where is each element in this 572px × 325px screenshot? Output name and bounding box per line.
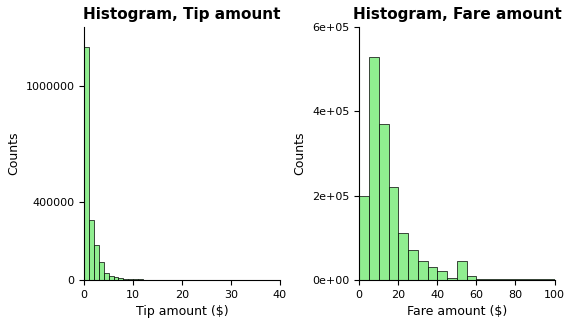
Bar xyxy=(104,273,109,280)
Y-axis label: Counts: Counts xyxy=(293,132,307,175)
Bar xyxy=(113,278,118,280)
Bar xyxy=(408,250,418,280)
Bar xyxy=(476,279,555,280)
Bar xyxy=(118,278,124,280)
Bar xyxy=(388,187,398,280)
Bar xyxy=(369,57,379,280)
Bar xyxy=(84,47,89,280)
Bar xyxy=(359,196,369,280)
Bar xyxy=(428,267,438,280)
Title: Histogram, Fare amount: Histogram, Fare amount xyxy=(352,7,561,22)
Bar xyxy=(418,261,428,280)
Bar xyxy=(128,279,133,280)
Bar xyxy=(99,262,104,280)
Bar xyxy=(398,233,408,280)
Bar xyxy=(467,276,476,280)
Bar xyxy=(124,279,128,280)
Bar xyxy=(89,220,94,280)
Y-axis label: Counts: Counts xyxy=(7,132,20,175)
Bar xyxy=(109,276,113,280)
Title: Histogram, Tip amount: Histogram, Tip amount xyxy=(83,7,281,22)
X-axis label: Tip amount ($): Tip amount ($) xyxy=(136,305,228,318)
Bar xyxy=(457,261,467,280)
Bar xyxy=(379,124,388,280)
X-axis label: Fare amount ($): Fare amount ($) xyxy=(407,305,507,318)
Bar xyxy=(447,278,457,280)
Bar xyxy=(94,245,99,280)
Bar xyxy=(438,271,447,280)
